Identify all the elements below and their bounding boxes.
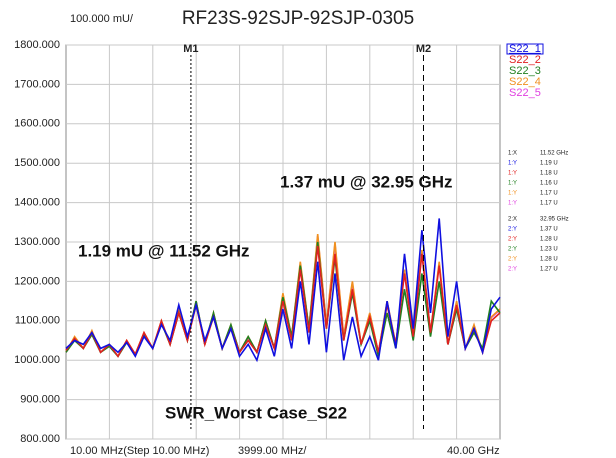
y-tick-label: 1100.000 (15, 315, 60, 327)
readout-value: 11.52 GHz (540, 151, 568, 157)
legend-entry: S22_4 (509, 76, 541, 88)
readout-value: 1.19 U (540, 161, 558, 167)
readout-value: 1.28 U (540, 237, 558, 243)
trace-line (65, 218, 501, 363)
y-tick-label: 1300.000 (14, 236, 60, 248)
readout-label: 2:X (508, 217, 517, 223)
readout-label: 2:Y (508, 237, 517, 243)
readout-label: 2:Y (508, 227, 517, 233)
readout-value: 1.17 U (540, 191, 558, 197)
y-tick-label: 900.000 (20, 394, 60, 406)
readout-label: 1:Y (508, 201, 517, 207)
annotation: 1.37 mU @ 32.95 GHz (280, 172, 453, 191)
legend-entry: S22_5 (509, 87, 541, 99)
annotation: SWR_Worst Case_S22 (165, 403, 347, 422)
legend-entry: S22_2 (509, 54, 541, 66)
readout-label: 1:Y (508, 191, 517, 197)
marker-label: M2 (416, 43, 431, 55)
readout-value: 1.37 U (540, 227, 558, 233)
readout-value: 1.18 U (540, 171, 558, 177)
chart-title: RF23S-92SJP-92SJP-0305 (182, 8, 414, 29)
y-tick-label: 1200.000 (14, 275, 60, 287)
trace-line (65, 245, 501, 358)
readout-value: 1.28 U (540, 257, 558, 263)
readout-value: 1.27 U (540, 267, 558, 273)
readout-label: 1:Y (508, 161, 517, 167)
x-stop-label: 40.00 GHz (447, 445, 500, 457)
y-tick-label: 1600.000 (14, 118, 60, 130)
y-tick-label: 800.000 (20, 433, 60, 445)
traces (65, 218, 501, 363)
y-tick-label: 1500.000 (14, 157, 60, 169)
readout-value: 1.17 U (540, 201, 558, 207)
readout-label: 2:Y (508, 247, 517, 253)
annotation: 1.19 mU @ 11.52 GHz (78, 241, 250, 260)
readout-label: 1:Y (508, 171, 517, 177)
readout-label: 2:Y (508, 257, 517, 263)
y-tick-label: 1000.000 (14, 354, 60, 366)
x-start-label: 10.00 MHz(Step 10.00 MHz) (70, 445, 209, 457)
readout-label: 1:Y (508, 181, 517, 187)
scale-label: 100.000 mU/ (70, 13, 134, 25)
y-tick-label: 1800.000 (14, 39, 60, 51)
markers: M1 M2 (183, 43, 431, 429)
marker-label: M1 (183, 43, 198, 55)
legend-entry: S22_3 (509, 65, 541, 77)
legend-selected (506, 43, 544, 55)
readout-label: 1:X (508, 151, 517, 157)
grid (66, 44, 500, 440)
legend-entry: S22_1 (509, 43, 541, 55)
x-div-label: 3999.00 MHz/ (238, 445, 307, 457)
y-tick-label: 1700.000 (14, 78, 60, 90)
readout-value: 32.95 GHz (540, 217, 569, 223)
readout-value: 1.16 U (540, 181, 558, 187)
readout-label: 2:Y (508, 267, 517, 273)
y-tick-label: 1400.000 (14, 197, 60, 209)
readout-value: 1.23 U (540, 247, 558, 253)
